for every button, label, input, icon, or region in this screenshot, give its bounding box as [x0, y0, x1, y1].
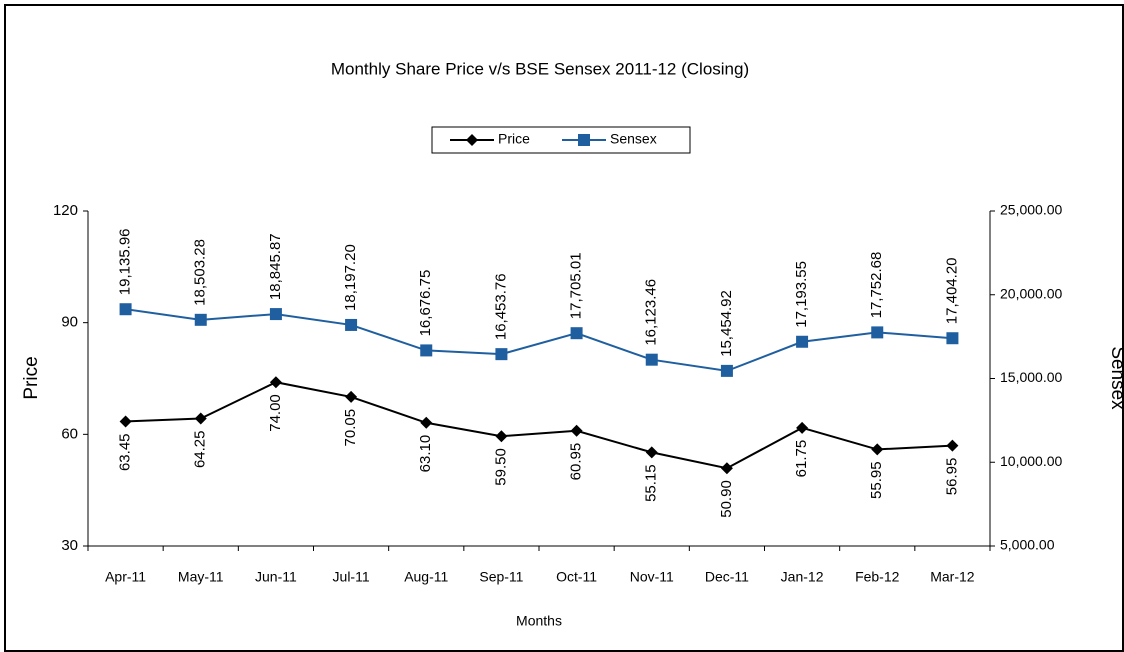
data-point: [345, 318, 358, 331]
x-axis-label: Months: [516, 613, 562, 629]
y2-tick-label: 15,000.00: [1000, 369, 1062, 385]
data-point: [420, 344, 433, 357]
data-point: [269, 308, 282, 321]
data-label: 55.15: [643, 464, 660, 502]
data-point: [495, 430, 508, 443]
data-point: [796, 421, 809, 434]
y-tick-label: 90: [61, 314, 78, 331]
data-label: 19,135.96: [117, 228, 134, 295]
data-point: [119, 415, 132, 428]
y2-tick-label: 20,000.00: [1000, 285, 1062, 301]
data-label: 56.95: [943, 458, 960, 496]
data-point: [345, 390, 358, 403]
y2-axis-label: Sensex: [1107, 346, 1124, 410]
data-label: 63.10: [417, 435, 434, 473]
data-label: 16,676.75: [417, 270, 434, 337]
data-label: 63.45: [117, 433, 134, 471]
x-tick-label: Oct-11: [556, 569, 597, 585]
legend-label: Price: [498, 131, 530, 147]
data-label: 18,845.87: [267, 233, 284, 300]
legend-marker: [466, 134, 478, 146]
data-point: [645, 353, 658, 366]
data-point: [871, 326, 884, 339]
data-label: 61.75: [793, 440, 810, 478]
data-label: 50.90: [718, 480, 735, 518]
data-point: [194, 412, 207, 425]
data-point: [946, 332, 959, 345]
data-label: 17,404.20: [943, 257, 960, 324]
x-tick-label: Aug-11: [404, 569, 448, 585]
data-point: [570, 327, 583, 340]
data-label: 15,454.92: [718, 290, 735, 357]
x-tick-label: Feb-12: [855, 569, 900, 585]
y2-tick-label: 10,000.00: [1000, 453, 1062, 469]
series-line: [125, 381, 953, 470]
data-point: [420, 416, 433, 429]
data-point: [194, 313, 207, 326]
y-tick-label: 30: [61, 537, 78, 554]
data-label: 16,123.46: [643, 279, 660, 346]
y-tick-label: 60: [61, 425, 78, 442]
x-tick-label: Sep-11: [479, 569, 523, 585]
y2-tick-label: 5,000.00: [1000, 537, 1055, 553]
data-point: [720, 462, 733, 475]
data-point: [871, 443, 884, 456]
data-point: [495, 348, 508, 361]
data-point: [720, 364, 733, 377]
data-label: 16,453.76: [492, 273, 509, 340]
data-label: 70.05: [342, 409, 359, 447]
data-label: 18,197.20: [342, 244, 359, 311]
series-line: [125, 308, 953, 372]
data-label: 55.95: [868, 461, 885, 499]
data-point: [119, 303, 132, 316]
x-tick-label: May-11: [178, 569, 224, 585]
y-tick-label: 120: [53, 202, 78, 219]
x-tick-label: Mar-12: [930, 569, 975, 585]
data-label: 74.00: [267, 394, 284, 432]
x-tick-label: Dec-11: [705, 569, 749, 585]
x-tick-label: Jan-12: [781, 569, 824, 585]
legend-label: Sensex: [610, 131, 657, 147]
x-tick-label: Jun-11: [255, 569, 297, 585]
y2-tick-label: 25,000.00: [1000, 202, 1062, 218]
data-label: 17,193.55: [793, 261, 810, 328]
legend-marker: [578, 134, 590, 146]
data-point: [269, 376, 282, 389]
data-point: [946, 439, 959, 452]
chart-title: Monthly Share Price v/s BSE Sensex 2011-…: [331, 59, 749, 78]
data-point: [796, 335, 809, 348]
x-tick-label: Jul-11: [333, 569, 370, 585]
data-label: 64.25: [192, 431, 209, 469]
data-point: [645, 446, 658, 459]
chart-border: [4, 4, 1124, 652]
data-label: 60.95: [568, 443, 585, 481]
y-axis-label: Price: [21, 356, 42, 399]
data-label: 59.50: [492, 448, 509, 486]
data-point: [570, 424, 583, 437]
data-label: 18,503.28: [192, 239, 209, 306]
x-tick-label: Apr-11: [105, 569, 146, 585]
x-tick-label: Nov-11: [630, 569, 674, 585]
data-label: 17,705.01: [568, 252, 585, 319]
data-label: 17,752.68: [868, 252, 885, 319]
